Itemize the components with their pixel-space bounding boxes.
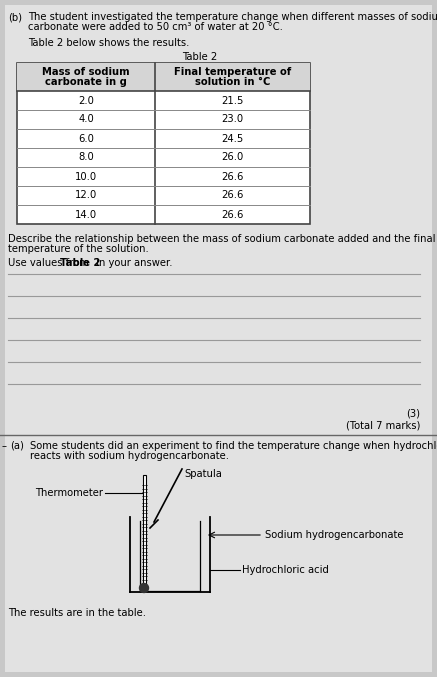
Text: 26.0: 26.0	[222, 152, 243, 162]
Text: Table 2: Table 2	[60, 258, 101, 268]
Text: 26.6: 26.6	[221, 190, 244, 200]
Text: reacts with sodium hydrogencarbonate.: reacts with sodium hydrogencarbonate.	[30, 451, 229, 461]
Text: (a): (a)	[10, 441, 24, 451]
Text: 23.0: 23.0	[222, 114, 243, 125]
Text: 26.6: 26.6	[221, 209, 244, 219]
Text: 10.0: 10.0	[75, 171, 97, 181]
Text: Sodium hydrogencarbonate: Sodium hydrogencarbonate	[265, 530, 403, 540]
Text: (3): (3)	[406, 409, 420, 419]
Text: –: –	[2, 441, 7, 451]
Bar	[17, 63, 310, 91]
Text: 6.0: 6.0	[78, 133, 94, 144]
Text: Table 2: Table 2	[182, 52, 218, 62]
Text: Describe the relationship between the mass of sodium carbonate added and the fin: Describe the relationship between the ma…	[8, 234, 436, 244]
Text: Final temperature of: Final temperature of	[174, 67, 291, 77]
Text: 4.0: 4.0	[78, 114, 94, 125]
Circle shape	[139, 584, 149, 592]
Text: Some students did an experiment to find the temperature change when hydrochloric: Some students did an experiment to find …	[30, 441, 437, 451]
Text: The results are in the table.: The results are in the table.	[8, 608, 146, 618]
Text: carbonate were added to 50 cm³ of water at 20 °C.: carbonate were added to 50 cm³ of water …	[28, 22, 283, 32]
Text: Table 2 below shows the results.: Table 2 below shows the results.	[28, 38, 189, 48]
Text: solution in °C: solution in °C	[195, 77, 270, 87]
Text: The student investigated the temperature change when different masses of sodium: The student investigated the temperature…	[28, 12, 437, 22]
Text: 21.5: 21.5	[221, 95, 244, 106]
Text: 8.0: 8.0	[78, 152, 94, 162]
Text: temperature of the solution.: temperature of the solution.	[8, 244, 149, 254]
Text: 2.0: 2.0	[78, 95, 94, 106]
Bar	[17, 63, 310, 224]
Text: carbonate in g: carbonate in g	[45, 77, 127, 87]
Text: Spatula: Spatula	[184, 469, 222, 479]
Text: Mass of sodium: Mass of sodium	[42, 67, 130, 77]
Text: 14.0: 14.0	[75, 209, 97, 219]
Text: in your answer.: in your answer.	[93, 258, 173, 268]
Text: 24.5: 24.5	[222, 133, 243, 144]
Text: Use values from: Use values from	[8, 258, 92, 268]
Text: Thermometer: Thermometer	[35, 488, 103, 498]
Text: Hydrochloric acid: Hydrochloric acid	[242, 565, 329, 575]
Text: 12.0: 12.0	[75, 190, 97, 200]
Bar	[142, 475, 146, 584]
Text: 26.6: 26.6	[221, 171, 244, 181]
Text: (Total 7 marks): (Total 7 marks)	[346, 420, 420, 430]
Text: (b): (b)	[8, 12, 22, 22]
